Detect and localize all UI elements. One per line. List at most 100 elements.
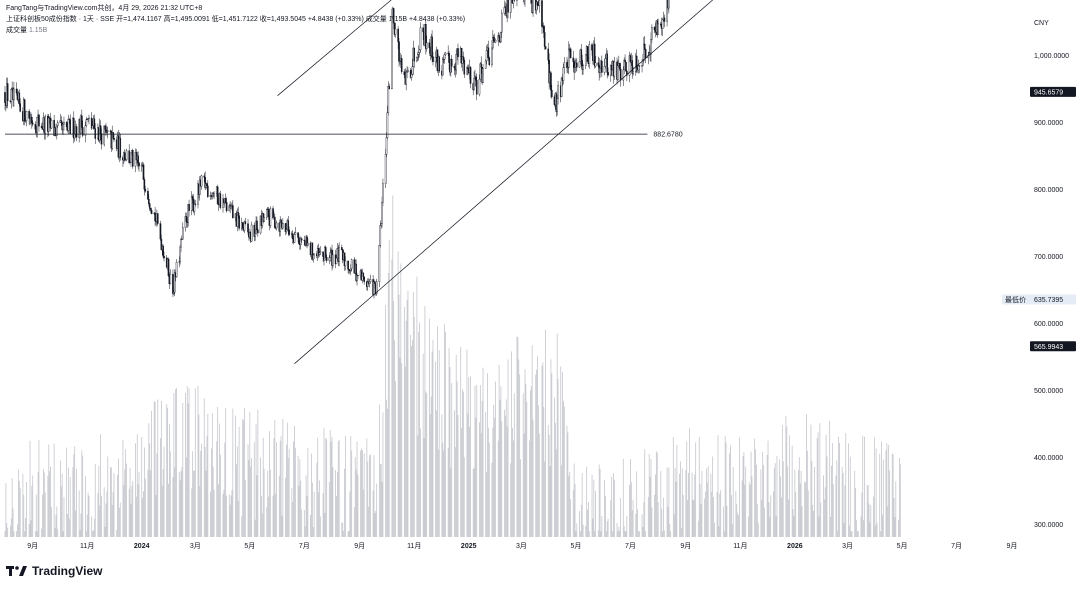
candle-body — [557, 85, 559, 99]
candle-body — [6, 83, 9, 102]
candle-body — [250, 224, 253, 242]
volume-bars — [4, 195, 901, 537]
candle-body — [72, 118, 75, 139]
candle-body — [632, 71, 634, 74]
candle-body — [544, 46, 547, 50]
candle-body — [442, 58, 444, 76]
candle-body — [167, 258, 170, 276]
candle-body — [279, 219, 281, 232]
candle-body — [341, 247, 343, 251]
candle-body — [67, 118, 70, 131]
candle-body — [455, 54, 458, 71]
candle-body — [188, 204, 190, 211]
candle-body — [378, 245, 381, 282]
candle-body — [641, 65, 643, 67]
candle-body — [128, 150, 130, 163]
x-axis-tick-label: 2026 — [787, 543, 803, 550]
candle-body — [56, 125, 58, 136]
time-axis[interactable]: 9月 11月 2024 3月 5月 7月 9月 11月 2025 3月 5月 7月 9月 11月 2026 3… — [27, 542, 1017, 550]
candle-body — [194, 203, 197, 205]
candle-body — [434, 57, 437, 62]
candle-body — [244, 221, 247, 224]
candle-body — [179, 246, 181, 262]
candle-body — [172, 273, 174, 294]
candle-body — [307, 242, 309, 246]
lower-channel-line[interactable] — [294, 0, 914, 364]
candle-body — [257, 229, 259, 234]
candle-body — [148, 198, 150, 204]
price-axis[interactable]: 300.0000 400.0000 500.0000 600.0000 700.0000… — [1002, 0, 1076, 529]
candle-body — [392, 8, 395, 24]
candle-body — [473, 78, 475, 91]
candle-body — [90, 117, 93, 129]
candle-body — [328, 257, 331, 261]
candle-body — [562, 67, 565, 81]
candle-body — [356, 275, 358, 281]
candle-body — [511, 0, 514, 4]
x-axis-tick-label: 3月 — [842, 542, 853, 550]
candle-body — [154, 212, 156, 222]
candle-body — [500, 12, 503, 33]
candle-body — [285, 229, 288, 233]
candlesticks — [4, 0, 670, 299]
x-axis-tick-label: 3月 — [190, 542, 201, 550]
candle-body — [99, 125, 102, 134]
candle-body — [182, 227, 184, 240]
candle-body — [584, 54, 587, 66]
candle-body — [24, 120, 27, 122]
candle-body — [601, 60, 603, 73]
candle-body — [448, 53, 450, 63]
candle-body — [618, 63, 621, 70]
drawings: 1,168.4658882.67801,468.43281,402.42601,… — [5, 0, 914, 364]
candle-body — [180, 238, 182, 248]
candle-body — [347, 260, 349, 270]
candle-body — [256, 220, 258, 231]
ohlc-legend[interactable]: 上证科创板50成份指数 · 1天 · SSE 开=1,474.1167 高=1,… — [6, 16, 466, 23]
candle-body — [653, 27, 656, 31]
x-axis-tick-label: 2025 — [461, 543, 477, 550]
candle-body — [572, 57, 575, 62]
candle-body — [94, 128, 97, 139]
y-axis-tick-label: 700.0000 — [1034, 254, 1063, 261]
candle-body — [160, 238, 163, 250]
volume-label: 成交量 — [6, 27, 27, 34]
chart-header: FangTang与TradingView.com共创，4月 29, 2026 2… — [6, 3, 1006, 36]
x-axis-tick-label: 5月 — [244, 542, 255, 550]
candle-body — [551, 89, 553, 98]
candle-body — [607, 72, 609, 76]
candle-body — [491, 47, 493, 65]
candle-body — [512, 0, 515, 4]
x-axis-tick-label: 9月 — [1007, 542, 1018, 550]
candle-body — [541, 0, 543, 27]
candle-body — [479, 63, 482, 80]
candle-body — [81, 127, 84, 136]
candle-body — [322, 251, 324, 257]
candle-body — [241, 222, 244, 228]
candle-body — [357, 275, 359, 277]
candle-body — [162, 245, 164, 257]
candle-body — [338, 247, 340, 262]
candle-body — [366, 281, 369, 288]
candle-body — [532, 0, 534, 13]
candle-body — [69, 119, 72, 135]
candle-body — [254, 232, 256, 237]
candle-body — [660, 23, 662, 26]
candle-body — [232, 205, 234, 219]
candle-body — [163, 256, 165, 259]
upper-channel-line[interactable] — [277, 0, 903, 96]
candle-body — [65, 122, 68, 128]
currency-label[interactable]: CNY — [1034, 20, 1049, 27]
candle-body — [581, 60, 583, 70]
candle-body — [156, 213, 159, 224]
candle-body — [538, 0, 541, 7]
candle-body — [40, 125, 43, 128]
candle-body — [216, 186, 219, 205]
volume-legend[interactable]: 成交量 1.15B — [6, 25, 1006, 36]
candle-body — [91, 125, 94, 129]
candle-body — [23, 99, 26, 122]
candle-body — [86, 118, 89, 121]
candle-body — [462, 56, 465, 61]
candle-body — [131, 150, 134, 167]
candle-body — [397, 28, 399, 42]
